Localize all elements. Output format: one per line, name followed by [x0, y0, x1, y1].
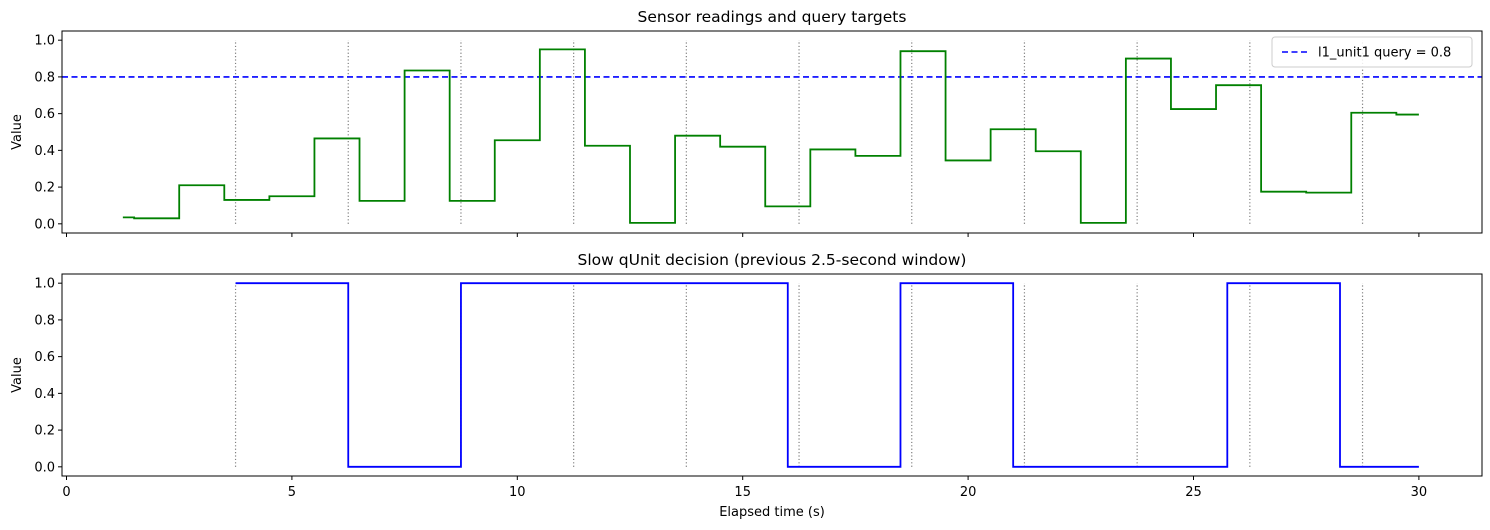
- sensor-y-tick-label: 0.2: [34, 181, 55, 196]
- sensor-readings-panel: Sensor readings and query targets Value …: [10, 8, 1483, 237]
- sensor-plot-title: Sensor readings and query targets: [638, 8, 907, 26]
- decision-x-tick-label: 15: [734, 485, 751, 500]
- decision-panel: Slow qUnit decision (previous 2.5-second…: [10, 251, 1483, 520]
- legend-entry-label: l1_unit1 query = 0.8: [1318, 46, 1451, 61]
- decision-x-tick-label: 20: [960, 485, 977, 500]
- decision-y-tick-label: 0.4: [34, 387, 55, 402]
- decision-y-axis-label: Value: [10, 357, 25, 393]
- x-axis-label: Elapsed time (s): [719, 505, 825, 520]
- sensor-step-series: [122, 48, 1419, 224]
- decision-step-series: [235, 282, 1419, 468]
- sensor-y-axis-label: Value: [10, 114, 25, 150]
- sensor-y-tick-label: 1.0: [34, 34, 55, 49]
- decision-y-tick-label: 0.8: [34, 313, 55, 328]
- decision-x-tick-label: 25: [1185, 485, 1202, 500]
- decision-y-tick-label: 0.0: [34, 460, 55, 475]
- decision-window-markers: [234, 283, 1364, 467]
- decision-y-tick-label: 0.2: [34, 424, 55, 439]
- decision-x-tick-label: 0: [62, 485, 70, 500]
- sensor-y-tick-label: 0.6: [34, 107, 55, 122]
- legend: l1_unit1 query = 0.8: [1271, 36, 1473, 68]
- decision-plot-title: Slow qUnit decision (previous 2.5-second…: [578, 251, 967, 269]
- sensor-window-markers: [234, 40, 1364, 224]
- decision-x-tick-label: 30: [1411, 485, 1428, 500]
- decision-y-tick-label: 1.0: [34, 277, 55, 292]
- sensor-y-tick-label: 0.0: [34, 217, 55, 232]
- decision-x-tick-label: 5: [288, 485, 296, 500]
- legend-box: [1271, 36, 1473, 68]
- sensor-y-tick-label: 0.4: [34, 144, 55, 159]
- sensor-y-tick-label: 0.8: [34, 70, 55, 85]
- decision-x-tick-label: 10: [509, 485, 526, 500]
- decision-axes-frame: [61, 273, 1483, 477]
- decision-y-tick-label: 0.6: [34, 350, 55, 365]
- sensor-axes-frame: [61, 30, 1483, 234]
